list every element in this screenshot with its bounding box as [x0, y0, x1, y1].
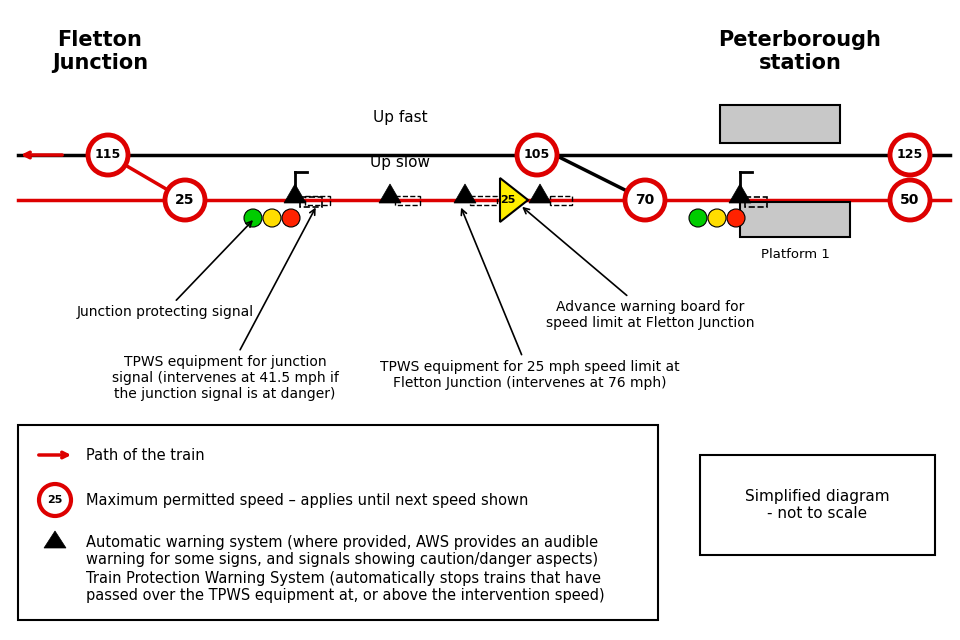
Polygon shape [454, 184, 476, 203]
Polygon shape [284, 184, 306, 203]
Text: Up fast: Up fast [372, 110, 427, 125]
Circle shape [727, 209, 745, 227]
Circle shape [165, 180, 205, 220]
Text: Advance warning board for
speed limit at Fletton Junction: Advance warning board for speed limit at… [523, 208, 755, 330]
Text: Train Protection Warning System (automatically stops trains that have
passed ove: Train Protection Warning System (automat… [86, 571, 605, 604]
Polygon shape [729, 184, 751, 203]
Text: 25: 25 [47, 495, 62, 505]
Text: 105: 105 [524, 148, 550, 161]
Circle shape [689, 209, 707, 227]
Text: Automatic warning system (where provided, AWS provides an audible
warning for so: Automatic warning system (where provided… [86, 535, 598, 568]
Text: Simplified diagram
- not to scale: Simplified diagram - not to scale [745, 489, 890, 521]
Text: 115: 115 [95, 148, 121, 161]
Text: 70: 70 [636, 193, 655, 207]
Text: TPWS equipment for 25 mph speed limit at
Fletton Junction (intervenes at 76 mph): TPWS equipment for 25 mph speed limit at… [380, 209, 680, 390]
Text: Path of the train: Path of the train [86, 447, 204, 463]
Text: Maximum permitted speed – applies until next speed shown: Maximum permitted speed – applies until … [86, 493, 528, 508]
Text: Peterborough
station: Peterborough station [719, 30, 881, 73]
Text: 125: 125 [897, 148, 924, 161]
Text: Platform 1: Platform 1 [760, 248, 829, 261]
Circle shape [244, 209, 262, 227]
Circle shape [39, 484, 71, 516]
Polygon shape [379, 184, 401, 203]
Text: Up slow: Up slow [370, 155, 430, 170]
Text: Fletton
Junction: Fletton Junction [52, 30, 148, 73]
Circle shape [88, 135, 128, 175]
Text: 25: 25 [176, 193, 195, 207]
Polygon shape [44, 531, 66, 548]
Circle shape [890, 135, 930, 175]
Circle shape [517, 135, 557, 175]
Text: 25: 25 [500, 195, 516, 205]
Circle shape [890, 180, 930, 220]
FancyBboxPatch shape [720, 105, 840, 143]
FancyBboxPatch shape [740, 202, 850, 237]
Circle shape [263, 209, 281, 227]
Polygon shape [529, 184, 551, 203]
Circle shape [282, 209, 300, 227]
FancyBboxPatch shape [700, 455, 935, 555]
FancyBboxPatch shape [18, 425, 658, 620]
Circle shape [708, 209, 726, 227]
Polygon shape [500, 178, 528, 222]
Text: 50: 50 [900, 193, 920, 207]
Circle shape [625, 180, 665, 220]
Text: TPWS equipment for junction
signal (intervenes at 41.5 mph if
the junction signa: TPWS equipment for junction signal (inte… [111, 209, 339, 401]
Text: Junction protecting signal: Junction protecting signal [77, 221, 253, 319]
